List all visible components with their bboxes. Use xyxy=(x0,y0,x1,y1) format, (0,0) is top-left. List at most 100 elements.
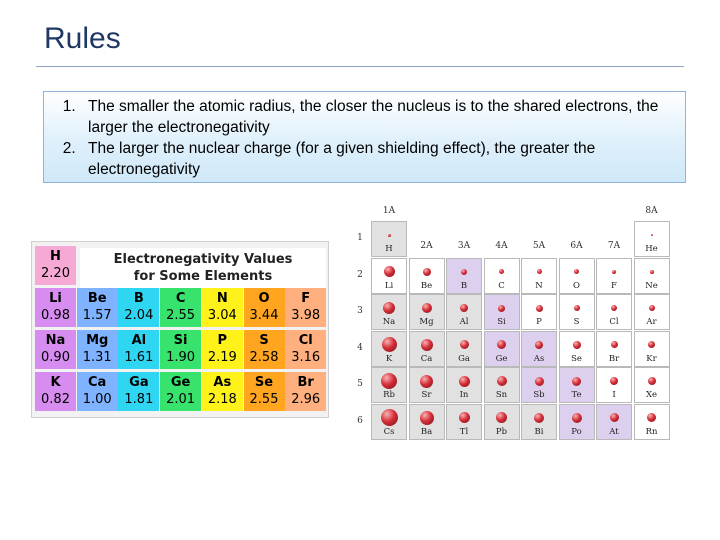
pt-symbol: I xyxy=(612,390,616,400)
pt-cell-tl: Tl xyxy=(446,403,482,440)
pt-cell-k: K xyxy=(371,330,407,367)
pt-symbol: Si xyxy=(497,317,506,327)
pt-symbol: N xyxy=(535,280,543,291)
pt-cell-rn: Rn xyxy=(633,403,670,440)
pt-symbol: Ge xyxy=(495,353,508,364)
pt-cell-xe: Xe xyxy=(633,367,670,403)
pt-symbol: K xyxy=(385,353,393,364)
pt-symbol: Rb xyxy=(383,390,395,400)
en-cell-n: N 3.04 xyxy=(201,288,243,327)
en-value: 2.19 xyxy=(207,350,237,365)
pt-symbol: Po xyxy=(571,426,582,437)
atomic-radius-ball xyxy=(612,269,616,274)
pt-symbol: Xe xyxy=(645,390,658,400)
en-cell-na: Na 0.90 xyxy=(35,330,76,369)
pt-symbol: Li xyxy=(384,280,394,291)
en-value: 3.98 xyxy=(291,308,321,323)
period-label-3: 3 xyxy=(357,306,363,316)
atomic-radius-ball xyxy=(458,412,470,423)
atomic-radius-ball xyxy=(496,412,507,423)
title-divider xyxy=(36,66,684,67)
en-symbol: Ga xyxy=(129,375,149,390)
pt-symbol: Tl xyxy=(459,426,469,437)
pt-cell-at: At xyxy=(596,403,632,440)
atomic-radius-ball xyxy=(649,269,654,274)
en-symbol: Ge xyxy=(170,375,191,390)
atomic-radius-ball xyxy=(497,340,506,349)
en-cell-o: O 3.44 xyxy=(243,288,285,327)
en-cell-ga: Ga 1.81 xyxy=(118,372,160,411)
atomic-radius-ball xyxy=(383,266,395,277)
pt-cell-sn: Sn xyxy=(483,367,520,403)
en-cell-ca: Ca 1.00 xyxy=(76,372,118,411)
pt-symbol: Sb xyxy=(533,390,545,400)
en-value: 2.01 xyxy=(166,392,196,407)
en-cell-cl: Cl 3.16 xyxy=(285,330,327,369)
pt-cell-he: He xyxy=(633,221,670,257)
pt-cell-in: In xyxy=(446,367,482,403)
rules-box: The smaller the atomic radius, the close… xyxy=(43,91,686,183)
pt-symbol: O xyxy=(573,280,580,291)
en-symbol: As xyxy=(213,375,232,390)
en-value: 1.57 xyxy=(82,308,112,323)
pt-cell-s: S xyxy=(558,294,595,330)
pt-cell-ar: Ar xyxy=(633,294,670,330)
en-cell-mg: Mg 1.31 xyxy=(76,330,118,369)
pt-symbol: P xyxy=(536,317,542,327)
pt-symbol: Ba xyxy=(420,426,433,437)
pt-symbol: Sr xyxy=(421,390,432,400)
atomic-radius-ball xyxy=(650,234,653,236)
atomic-radius-ball xyxy=(499,269,504,274)
pt-symbol: C xyxy=(498,280,505,291)
en-value: 2.55 xyxy=(166,308,196,323)
pt-symbol: Ga xyxy=(458,353,470,364)
en-value: 2.55 xyxy=(249,392,279,407)
atomic-radius-ball xyxy=(387,233,391,237)
en-symbol: H xyxy=(50,249,61,264)
period-label-5: 5 xyxy=(357,379,363,389)
atomic-radius-ball xyxy=(610,377,618,385)
pt-cell-na: Na xyxy=(371,294,407,330)
atomic-radius-ball xyxy=(535,340,543,349)
en-cell-be: Be 1.57 xyxy=(76,288,118,327)
pt-symbol: He xyxy=(645,244,658,254)
atomic-radius-ball xyxy=(420,338,433,351)
atomic-radius-ball xyxy=(381,373,397,389)
electronegativity-table: Electronegativity Values for Some Elemen… xyxy=(31,241,329,418)
atomic-radius-ball xyxy=(647,413,656,422)
group-label-6a: 6A xyxy=(570,241,583,251)
electronegativity-table-title: Electronegativity Values for Some Elemen… xyxy=(80,248,326,288)
pt-cell-ne: Ne xyxy=(633,257,670,294)
en-value: 2.20 xyxy=(41,266,70,281)
atomic-radius-ball xyxy=(572,340,581,349)
rule-item-2: The larger the nuclear charge (for a giv… xyxy=(80,138,677,180)
pt-cell-h: H xyxy=(371,221,407,257)
pt-symbol: B xyxy=(460,280,468,291)
rules-list: The smaller the atomic radius, the close… xyxy=(52,96,677,180)
atomic-radius-ball xyxy=(610,341,618,348)
pt-cell-cs: Cs xyxy=(371,403,407,440)
period-label-6: 6 xyxy=(357,415,363,426)
group-label-4a: 4A xyxy=(495,241,508,251)
en-value: 1.00 xyxy=(82,392,112,407)
group-label-1a: 1A xyxy=(382,206,396,216)
pt-symbol: Sn xyxy=(495,390,508,400)
pt-cell-br: Br xyxy=(596,330,632,367)
periodic-table-atomic-radii: 1A 2A 3A 4A 5A 6A 7A 8A 1 2 3 4 5 6 H He Li Be B C N O F Ne Na Mg… xyxy=(353,200,673,445)
pt-cell-as: As xyxy=(521,330,557,367)
group-label-7a: 7A xyxy=(607,241,621,251)
en-cell-se: Se 2.55 xyxy=(243,372,285,411)
en-symbol: P xyxy=(217,333,228,348)
pt-cell-ba: Ba xyxy=(408,403,445,440)
atomic-radius-ball xyxy=(609,413,619,422)
atomic-radius-ball xyxy=(611,305,617,311)
en-value: 2.18 xyxy=(207,392,237,407)
atomic-radius-ball xyxy=(380,409,398,426)
en-value: 2.04 xyxy=(124,308,154,323)
atomic-radius-ball xyxy=(419,410,434,425)
pt-cell-sb: Sb xyxy=(521,367,557,403)
pt-symbol: Na xyxy=(382,317,396,327)
pt-cell-p: P xyxy=(521,294,557,330)
en-value: 1.31 xyxy=(82,350,112,365)
pt-symbol: Al xyxy=(459,317,469,327)
